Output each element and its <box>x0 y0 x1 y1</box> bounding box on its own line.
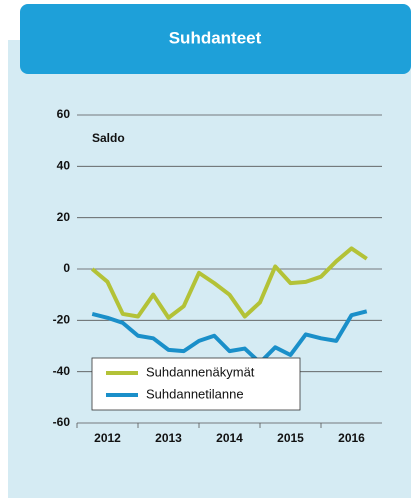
header <box>20 4 411 74</box>
line <box>90 246 368 320</box>
x-tick-label: 2014 <box>216 431 243 445</box>
y-tick-label: -60 <box>53 415 71 429</box>
y-tick-label: -40 <box>53 364 71 378</box>
y-axis-label: Saldo <box>92 131 125 145</box>
y-tick-label: 20 <box>57 210 71 224</box>
x-tick-label: 2016 <box>338 431 365 445</box>
chart-title: Suhdanteet <box>169 28 262 47</box>
legend <box>91 357 301 411</box>
x-tick-label: 2013 <box>155 431 182 445</box>
y-tick-label: 40 <box>57 159 71 173</box>
legend-label: Suhdannenäkymät <box>146 364 255 379</box>
x-tick-label: 2012 <box>94 431 121 445</box>
y-tick-label: -20 <box>53 313 71 327</box>
y-tick-label: 0 <box>63 261 70 275</box>
legend-label: Suhdannetilanne <box>146 386 244 401</box>
x-tick-label: 2015 <box>277 431 304 445</box>
line <box>91 309 368 365</box>
y-tick-label: 60 <box>57 107 71 121</box>
